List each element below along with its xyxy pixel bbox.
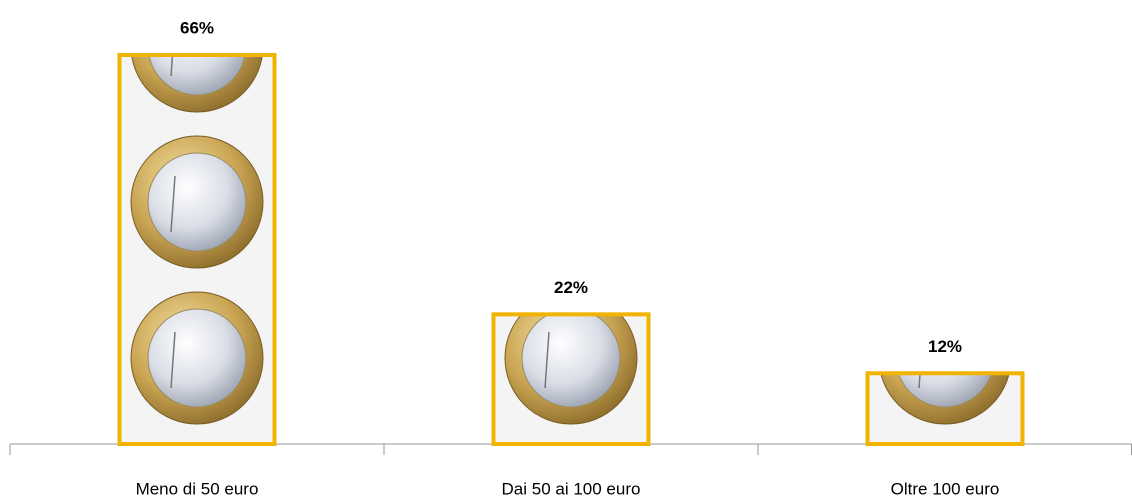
value-label: 12%	[928, 337, 962, 356]
bar	[117, 53, 277, 446]
value-label: 66%	[180, 18, 214, 37]
x-tick-label: Oltre 100 euro	[891, 479, 1000, 498]
bar	[865, 371, 1025, 447]
x-tick-label: Dai 50 ai 100 euro	[502, 479, 641, 498]
value-label: 22%	[554, 278, 588, 297]
x-tick-label: Meno di 50 euro	[136, 479, 259, 498]
bar	[491, 312, 651, 447]
